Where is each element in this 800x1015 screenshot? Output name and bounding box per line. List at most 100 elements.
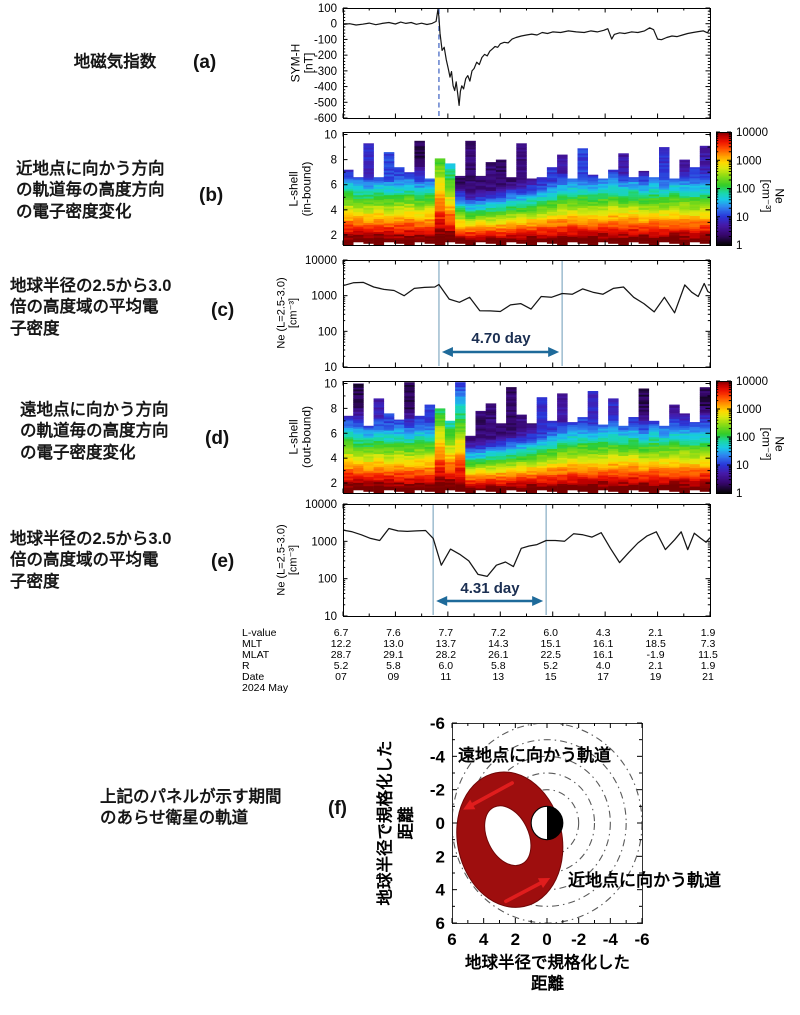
panel-e-ylabel: Ne (L=2.5-3.0) [cm⁻³] <box>275 524 300 596</box>
svg-text:100: 100 <box>318 3 337 15</box>
svg-text:-400: -400 <box>314 82 337 94</box>
svg-text:10: 10 <box>736 460 749 472</box>
svg-text:1000: 1000 <box>736 155 762 167</box>
svg-text:5.2: 5.2 <box>543 660 558 672</box>
svg-text:1: 1 <box>736 488 742 500</box>
svg-text:-600: -600 <box>314 113 337 125</box>
panel-f-letter: (f) <box>328 798 347 819</box>
svg-text:4.3: 4.3 <box>596 627 611 639</box>
svg-text:0: 0 <box>542 930 551 949</box>
svg-text:1.9: 1.9 <box>701 627 716 639</box>
colorbar-label-b: Ne [cm⁻³] <box>759 179 787 213</box>
panel-d-ylabel: L-shell (out-bound) <box>286 405 314 469</box>
svg-text:2: 2 <box>511 930 520 949</box>
svg-text:6: 6 <box>447 930 456 949</box>
svg-text:100: 100 <box>736 432 755 444</box>
svg-text:L-value: L-value <box>242 627 277 639</box>
svg-text:6: 6 <box>436 914 445 933</box>
svg-text:2: 2 <box>436 847 445 866</box>
svg-text:16.1: 16.1 <box>593 649 614 661</box>
svg-text:26.1: 26.1 <box>488 649 509 661</box>
svg-text:28.2: 28.2 <box>436 649 457 661</box>
svg-text:0: 0 <box>331 19 337 31</box>
svg-text:09: 09 <box>388 671 400 683</box>
svg-text:7.7: 7.7 <box>439 627 454 639</box>
svg-text:29.1: 29.1 <box>383 649 404 661</box>
panel-d-description: 遠地点に向かう方向 の軌道毎の高度方向 の電子密度変化 <box>20 401 169 462</box>
svg-text:1000: 1000 <box>311 536 337 548</box>
svg-text:07: 07 <box>335 671 347 683</box>
svg-text:MLT: MLT <box>242 638 263 650</box>
svg-text:6.0: 6.0 <box>543 627 558 639</box>
svg-text:11: 11 <box>440 671 451 683</box>
panel-c-plot: 10000 1000 100 10 <box>305 255 711 374</box>
svg-text:19: 19 <box>650 671 662 683</box>
colorbar-label-d: Ne [cm⁻³] <box>759 427 787 461</box>
svg-text:-2: -2 <box>430 781 445 800</box>
orbit-xaxis-label: 地球半径で規格化した 距離 <box>465 954 630 993</box>
svg-text:2: 2 <box>331 478 337 490</box>
svg-text:6.0: 6.0 <box>439 660 454 672</box>
panel-b-plot: 2 4 6 8 10 <box>324 130 711 246</box>
svg-text:2.1: 2.1 <box>648 660 663 672</box>
svg-text:-6: -6 <box>430 714 445 733</box>
svg-text:10: 10 <box>324 378 337 390</box>
panel-b-description: 近地点に向かう方向 の軌道毎の高度方向 の電子密度変化 <box>16 160 165 221</box>
svg-text:10000: 10000 <box>736 127 768 139</box>
svg-text:-300: -300 <box>314 66 337 78</box>
panel-c-description: 地球半径の2.5から3.0 倍の高度域の平均電 子密度 <box>10 277 172 338</box>
panel-f-description: 上記のパネルが示す期間 のあらせ衛星の軌道 <box>100 788 282 828</box>
svg-text:1: 1 <box>736 240 742 252</box>
svg-text:1.9: 1.9 <box>701 660 716 672</box>
svg-text:100: 100 <box>736 184 755 196</box>
svg-text:28.7: 28.7 <box>331 649 352 661</box>
svg-text:7.6: 7.6 <box>386 627 401 639</box>
svg-text:22.5: 22.5 <box>540 649 561 661</box>
svg-text:6.7: 6.7 <box>334 627 349 639</box>
panel-a-plot: 100 0 -100 -200 -300 -400 -500 -600 <box>314 3 711 125</box>
svg-text:4: 4 <box>331 453 338 465</box>
panel-b-letter: (b) <box>199 185 224 206</box>
svg-text:10: 10 <box>736 212 749 224</box>
panel-c-ylabel: Ne (L=2.5-3.0) [cm⁻³] <box>275 277 300 349</box>
orbit-yaxis-label: 地球半径で規格化した 距離 <box>376 740 415 906</box>
panel-e-letter: (e) <box>211 551 235 572</box>
panel-b-ylabel: L-shell (in-bound) <box>286 161 314 217</box>
svg-text:-100: -100 <box>314 34 337 46</box>
svg-text:Date: Date <box>242 671 264 683</box>
panel-f-plot: 6 4 2 0 -2 -4 -6 -6 -4 -2 0 2 4 6 <box>430 714 650 949</box>
svg-text:16.1: 16.1 <box>593 638 614 650</box>
svg-text:4: 4 <box>479 930 489 949</box>
svg-text:13.0: 13.0 <box>383 638 404 650</box>
svg-text:15.1: 15.1 <box>540 638 561 650</box>
svg-text:MLAT: MLAT <box>242 649 270 661</box>
svg-text:2024 May: 2024 May <box>242 682 289 694</box>
svg-text:15: 15 <box>545 671 557 683</box>
axis-table: L-value 6.7 7.6 7.7 7.2 6.0 4.3 2.1 1.9 MLT 12.2 13… <box>242 627 718 694</box>
panel-e-description: 地球半径の2.5から3.0 倍の高度域の平均電 子密度 <box>10 530 172 591</box>
svg-text:5.8: 5.8 <box>491 660 506 672</box>
svg-text:0: 0 <box>436 814 445 833</box>
svg-text:-6: -6 <box>634 930 649 949</box>
orbit-outbound-label: 遠地点に向かう軌道 <box>458 746 611 765</box>
duration-annotation-e: 4.31 day <box>460 580 520 597</box>
panel-b-plot-colorbar: 10000 1000 100 10 1 <box>716 127 768 252</box>
svg-text:10000: 10000 <box>305 255 337 267</box>
svg-text:10: 10 <box>324 362 337 374</box>
svg-text:1000: 1000 <box>736 404 762 416</box>
panel-e-plot: 10000 1000 100 10 <box>305 499 711 623</box>
svg-text:-1.9: -1.9 <box>647 649 665 661</box>
svg-text:4: 4 <box>436 881 446 900</box>
svg-text:2: 2 <box>331 230 337 242</box>
panel-a-ylabel: SYM-H [nT] <box>288 43 316 83</box>
svg-text:-4: -4 <box>603 930 619 949</box>
svg-text:8: 8 <box>331 403 337 415</box>
svg-text:100: 100 <box>318 326 337 338</box>
panel-c-letter: (c) <box>211 300 235 321</box>
svg-text:-500: -500 <box>314 97 337 109</box>
svg-text:6: 6 <box>331 180 337 192</box>
svg-text:10: 10 <box>324 130 337 142</box>
svg-text:4: 4 <box>331 205 338 217</box>
